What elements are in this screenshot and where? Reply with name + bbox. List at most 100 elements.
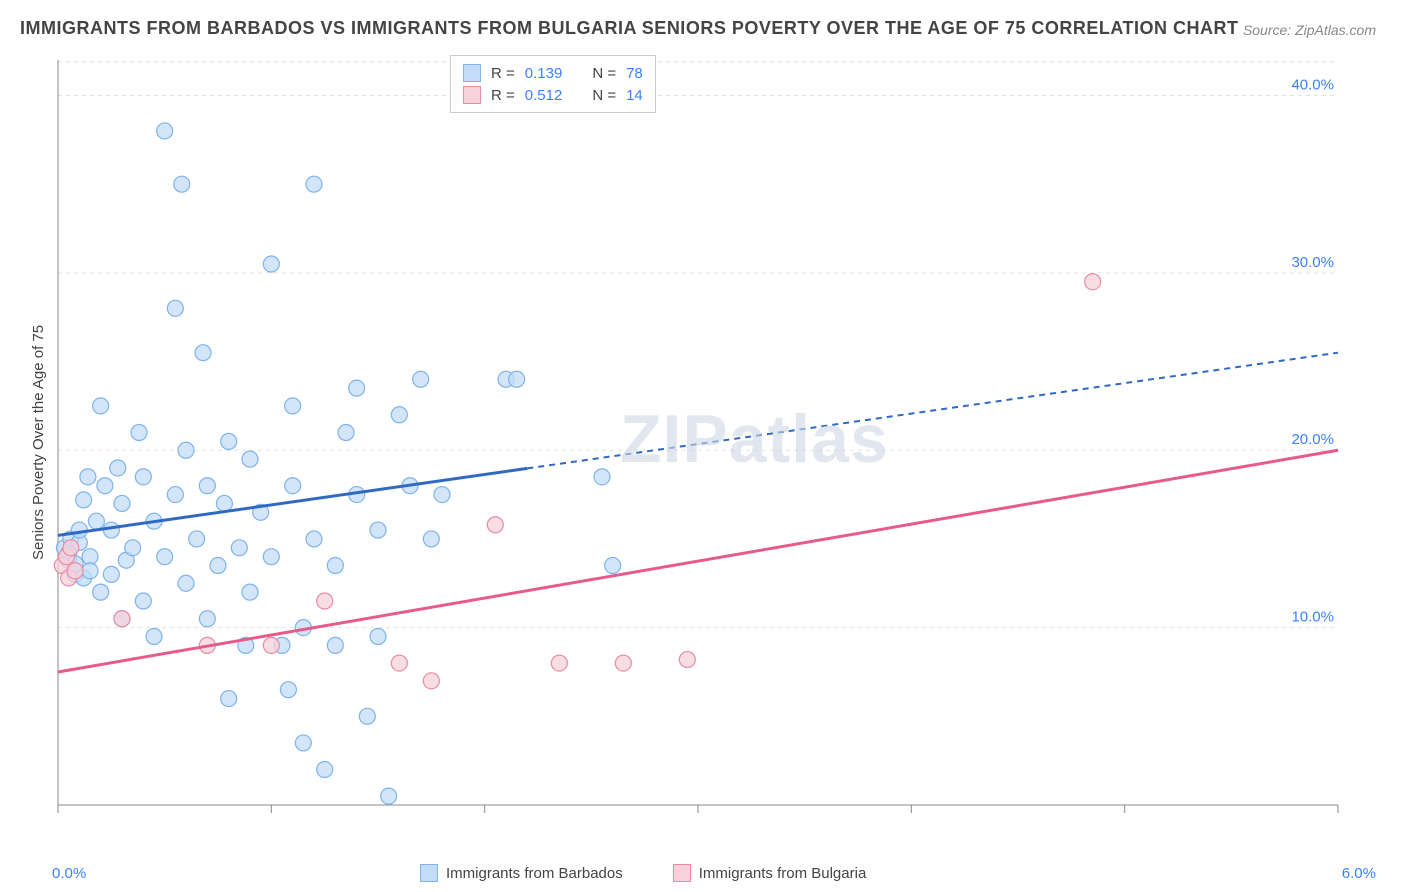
data-point <box>216 495 232 511</box>
legend-stat-row: R = 0.512 N = 14 <box>463 84 643 106</box>
legend-series-label: Immigrants from Bulgaria <box>699 865 867 882</box>
x-axis-min-label: 0.0% <box>52 865 86 882</box>
data-point <box>146 628 162 644</box>
x-axis-max-label: 6.0% <box>1342 865 1376 882</box>
data-point <box>434 487 450 503</box>
source-credit: Source: ZipAtlas.com <box>1243 22 1376 38</box>
data-point <box>317 593 333 609</box>
legend-n-label: N = <box>592 87 616 104</box>
data-point <box>125 540 141 556</box>
data-point <box>327 637 343 653</box>
legend-swatch <box>673 864 691 882</box>
data-point <box>157 123 173 139</box>
legend-series-item: Immigrants from Bulgaria <box>673 864 867 882</box>
data-point <box>349 380 365 396</box>
data-point <box>295 735 311 751</box>
data-point <box>370 522 386 538</box>
chart-svg: 10.0% 20.0% 30.0% 40.0% <box>48 55 1378 845</box>
data-point <box>370 628 386 644</box>
data-point <box>242 584 258 600</box>
data-point <box>189 531 205 547</box>
y-axis-label: Seniors Poverty Over the Age of 75 <box>30 325 47 560</box>
data-point <box>131 425 147 441</box>
data-point <box>76 492 92 508</box>
data-point <box>615 655 631 671</box>
data-point <box>242 451 258 467</box>
source-label: Source: <box>1243 22 1291 38</box>
legend-r-label: R = <box>491 65 515 82</box>
data-point <box>82 563 98 579</box>
data-point <box>391 407 407 423</box>
data-point <box>178 442 194 458</box>
legend-swatch <box>463 64 481 82</box>
legend-r-label: R = <box>491 87 515 104</box>
trend-line <box>58 450 1338 672</box>
data-point <box>359 708 375 724</box>
data-point <box>135 469 151 485</box>
data-point <box>93 398 109 414</box>
data-point <box>135 593 151 609</box>
data-point <box>679 652 695 668</box>
data-point <box>221 691 237 707</box>
data-point <box>263 256 279 272</box>
data-point <box>594 469 610 485</box>
chart-plot-area: 10.0% 20.0% 30.0% 40.0% <box>48 55 1378 845</box>
data-point <box>1085 274 1101 290</box>
y-tick-label: 40.0% <box>1291 76 1334 93</box>
chart-title: IMMIGRANTS FROM BARBADOS VS IMMIGRANTS F… <box>20 18 1239 39</box>
data-point <box>167 487 183 503</box>
data-point <box>114 495 130 511</box>
data-point <box>285 398 301 414</box>
data-point <box>110 460 126 476</box>
trend-line-dashed <box>527 353 1338 469</box>
source-value: ZipAtlas.com <box>1295 22 1376 38</box>
data-point <box>221 433 237 449</box>
data-point <box>178 575 194 591</box>
data-point <box>103 566 119 582</box>
y-tick-label: 30.0% <box>1291 254 1334 271</box>
data-point <box>114 611 130 627</box>
data-point <box>97 478 113 494</box>
y-tick-label: 10.0% <box>1291 609 1334 626</box>
data-point <box>67 563 83 579</box>
data-point <box>551 655 567 671</box>
data-point <box>80 469 96 485</box>
data-point <box>199 478 215 494</box>
data-point <box>317 762 333 778</box>
data-point <box>167 300 183 316</box>
legend-series-label: Immigrants from Barbados <box>446 865 623 882</box>
data-point <box>157 549 173 565</box>
legend-stats: R = 0.139 N = 78 R = 0.512 N = 14 <box>450 55 656 113</box>
legend-n-value: 78 <box>626 65 643 82</box>
data-point <box>327 558 343 574</box>
data-point <box>210 558 226 574</box>
data-point <box>231 540 247 556</box>
data-point <box>423 673 439 689</box>
data-point <box>280 682 296 698</box>
legend-swatch <box>463 86 481 104</box>
legend-stat-row: R = 0.139 N = 78 <box>463 62 643 84</box>
data-point <box>263 549 279 565</box>
legend-series: Immigrants from Barbados Immigrants from … <box>420 864 866 882</box>
data-point <box>487 517 503 533</box>
data-point <box>88 513 104 529</box>
legend-r-value: 0.139 <box>525 65 563 82</box>
data-point <box>509 371 525 387</box>
data-point <box>306 531 322 547</box>
legend-n-label: N = <box>592 65 616 82</box>
data-point <box>285 478 301 494</box>
legend-swatch <box>420 864 438 882</box>
data-point <box>306 176 322 192</box>
data-point <box>263 637 279 653</box>
legend-series-item: Immigrants from Barbados <box>420 864 623 882</box>
data-point <box>63 540 79 556</box>
data-point <box>423 531 439 547</box>
data-point <box>338 425 354 441</box>
data-point <box>413 371 429 387</box>
legend-n-value: 14 <box>626 87 643 104</box>
data-point <box>199 611 215 627</box>
data-point <box>605 558 621 574</box>
data-point <box>93 584 109 600</box>
y-tick-label: 20.0% <box>1291 431 1334 448</box>
legend-r-value: 0.512 <box>525 87 563 104</box>
